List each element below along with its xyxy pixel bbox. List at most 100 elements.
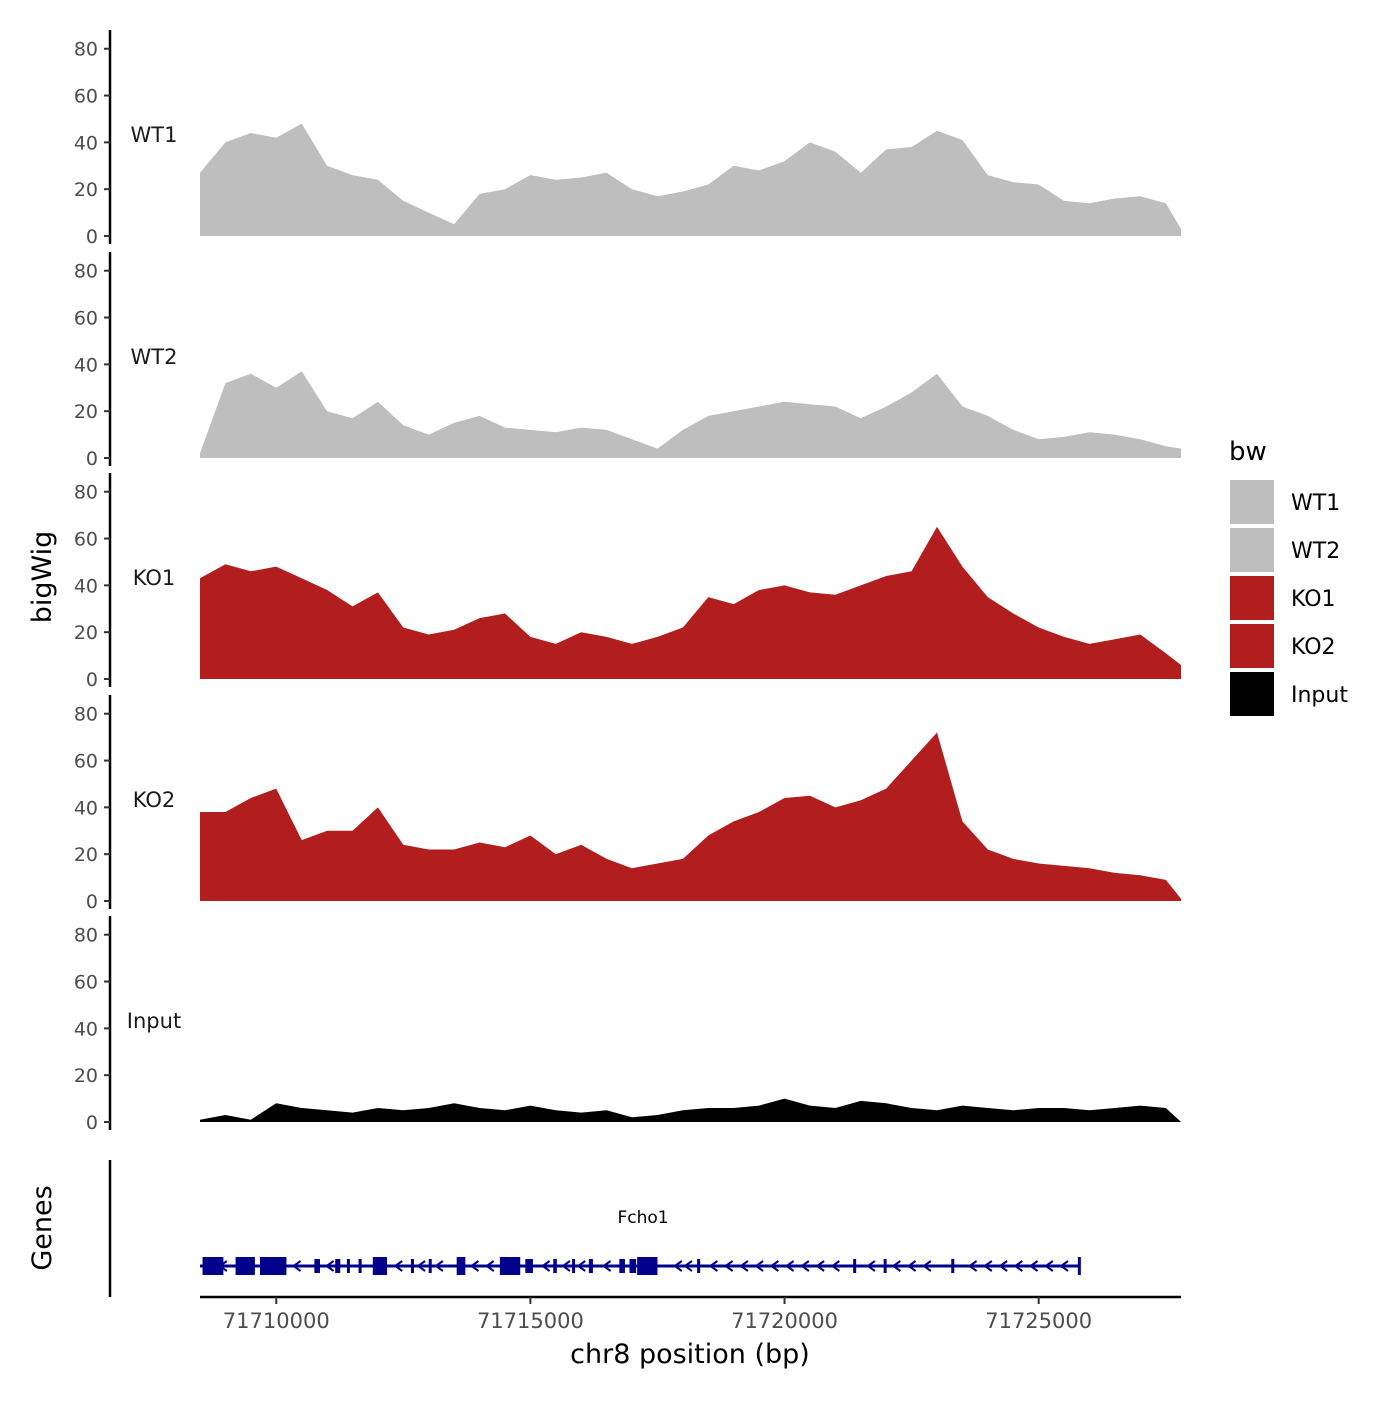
y-tick-label: 20 bbox=[74, 844, 98, 866]
series-area-ko1 bbox=[200, 526, 1181, 679]
gene-strand-arrow bbox=[434, 1260, 444, 1272]
legend-label: KO2 bbox=[1291, 635, 1336, 660]
gene-exon bbox=[853, 1259, 857, 1273]
legend-items: WT1 WT2 KO1 KO2 Input bbox=[1230, 480, 1348, 716]
legend-key bbox=[1230, 480, 1274, 524]
y-tick-label: 60 bbox=[74, 529, 98, 551]
y-axis-title: bigWig bbox=[27, 531, 58, 624]
gene-exon bbox=[428, 1259, 432, 1273]
track-label-wt1: WT1 bbox=[131, 123, 178, 147]
legend-key bbox=[1230, 576, 1274, 620]
series-area-input bbox=[200, 1098, 1181, 1122]
genes-track-title: Genes bbox=[27, 1185, 58, 1270]
track-label-wt2: WT2 bbox=[131, 345, 178, 369]
gene-strand-arrow bbox=[601, 1260, 612, 1272]
legend: bw WT1 WT2 KO1 KO2 Input bbox=[1229, 437, 1348, 716]
gene-strand-arrow bbox=[1013, 1260, 1023, 1272]
legend-key bbox=[1230, 528, 1274, 572]
gene-strand-arrow bbox=[393, 1260, 403, 1272]
y-tick-label: 60 bbox=[74, 751, 98, 773]
gene-strand-arrow bbox=[540, 1260, 551, 1272]
legend-item-ko2: KO2 bbox=[1230, 624, 1336, 668]
x-tick-label: 71725000 bbox=[985, 1309, 1092, 1333]
x-tick-label: 71720000 bbox=[731, 1309, 838, 1333]
gene-strand-arrow bbox=[866, 1260, 876, 1272]
series-area-wt2 bbox=[200, 371, 1181, 458]
y-tick-label: 20 bbox=[74, 622, 98, 644]
y-tick-label: 40 bbox=[74, 132, 98, 154]
gene-strand-arrow bbox=[784, 1260, 795, 1272]
gene-strand-arrow bbox=[906, 1260, 917, 1272]
gene-exon bbox=[951, 1259, 955, 1273]
x-tick-label: 71715000 bbox=[477, 1309, 584, 1333]
y-tick-label: 20 bbox=[74, 401, 98, 423]
y-tick-label: 0 bbox=[86, 1112, 98, 1134]
gene-exon bbox=[499, 1257, 521, 1275]
y-tick-label: 0 bbox=[86, 448, 98, 470]
y-tick-label: 80 bbox=[74, 704, 98, 726]
gene-strand-arrow bbox=[967, 1260, 978, 1272]
gene-strand-arrow bbox=[922, 1260, 932, 1272]
legend-label: WT2 bbox=[1291, 539, 1340, 564]
gene-strand-arrow bbox=[1044, 1260, 1054, 1272]
x-axis: 71710000 71715000 71720000 71725000 bbox=[200, 1295, 1181, 1333]
legend-label: WT1 bbox=[1291, 491, 1340, 516]
gene-exon bbox=[553, 1259, 557, 1273]
legend-key bbox=[1230, 672, 1274, 716]
gene-exon bbox=[346, 1259, 350, 1273]
y-tick-label: 60 bbox=[74, 86, 98, 108]
gene-strand-arrow bbox=[673, 1260, 683, 1272]
gene-exon bbox=[697, 1259, 701, 1273]
track-label-ko2: KO2 bbox=[133, 788, 176, 812]
gene-exon bbox=[314, 1259, 320, 1273]
gene-strand-arrow bbox=[983, 1260, 993, 1272]
legend-item-wt2: WT2 bbox=[1230, 528, 1340, 572]
y-tick-label: 40 bbox=[74, 575, 98, 597]
gene-strand-arrow bbox=[998, 1260, 1008, 1272]
gene-exon bbox=[883, 1259, 887, 1273]
y-tick-label: 20 bbox=[74, 1065, 98, 1087]
y-tick-label: 80 bbox=[74, 261, 98, 283]
gene-strand-arrow bbox=[723, 1260, 734, 1272]
track-label-input: Input bbox=[127, 1009, 181, 1033]
gene-strand-arrow bbox=[469, 1260, 480, 1272]
gene-exon bbox=[235, 1257, 255, 1275]
gene-exon bbox=[629, 1259, 637, 1273]
legend-item-input: Input bbox=[1230, 672, 1348, 716]
legend-label: Input bbox=[1291, 683, 1348, 708]
gene-strand-arrow bbox=[739, 1260, 749, 1272]
gene-exon bbox=[456, 1257, 466, 1275]
gene-exon bbox=[335, 1259, 341, 1273]
gene-exon bbox=[410, 1259, 414, 1273]
gene-strand-arrow bbox=[830, 1260, 840, 1272]
gene-strand-arrow bbox=[324, 1260, 335, 1272]
gene-strand-arrow bbox=[485, 1260, 495, 1272]
legend-label: KO1 bbox=[1291, 587, 1336, 612]
track-label-ko1: KO1 bbox=[133, 566, 176, 590]
gene-strand-arrow bbox=[218, 1260, 228, 1272]
panel-wt1: 0 20 40 60 80 WT1 bbox=[74, 30, 1181, 248]
gene-strand-arrow bbox=[815, 1260, 825, 1272]
gene-strand-arrow bbox=[1028, 1260, 1039, 1272]
y-tick-label: 40 bbox=[74, 797, 98, 819]
x-axis-title: chr8 position (bp) bbox=[570, 1339, 810, 1370]
gene-strand-arrow bbox=[291, 1260, 302, 1272]
series-area-wt1 bbox=[200, 123, 1181, 236]
y-tick-label: 0 bbox=[86, 226, 98, 248]
x-tick-label: 71710000 bbox=[223, 1309, 330, 1333]
gene-strand-arrow bbox=[1059, 1260, 1069, 1272]
gene-exon bbox=[358, 1259, 362, 1273]
y-tick-label: 80 bbox=[74, 482, 98, 504]
gene-name-label: Fcho1 bbox=[617, 1208, 668, 1228]
y-tick-label: 0 bbox=[86, 891, 98, 913]
series-area-ko2 bbox=[200, 732, 1181, 901]
y-tick-label: 80 bbox=[74, 39, 98, 61]
gene-strand-arrow bbox=[683, 1260, 693, 1272]
gene-exon bbox=[372, 1257, 388, 1275]
legend-item-ko1: KO1 bbox=[1230, 576, 1336, 620]
legend-item-wt1: WT1 bbox=[1230, 480, 1340, 524]
y-tick-label: 80 bbox=[74, 925, 98, 947]
gene-exon bbox=[637, 1257, 658, 1275]
